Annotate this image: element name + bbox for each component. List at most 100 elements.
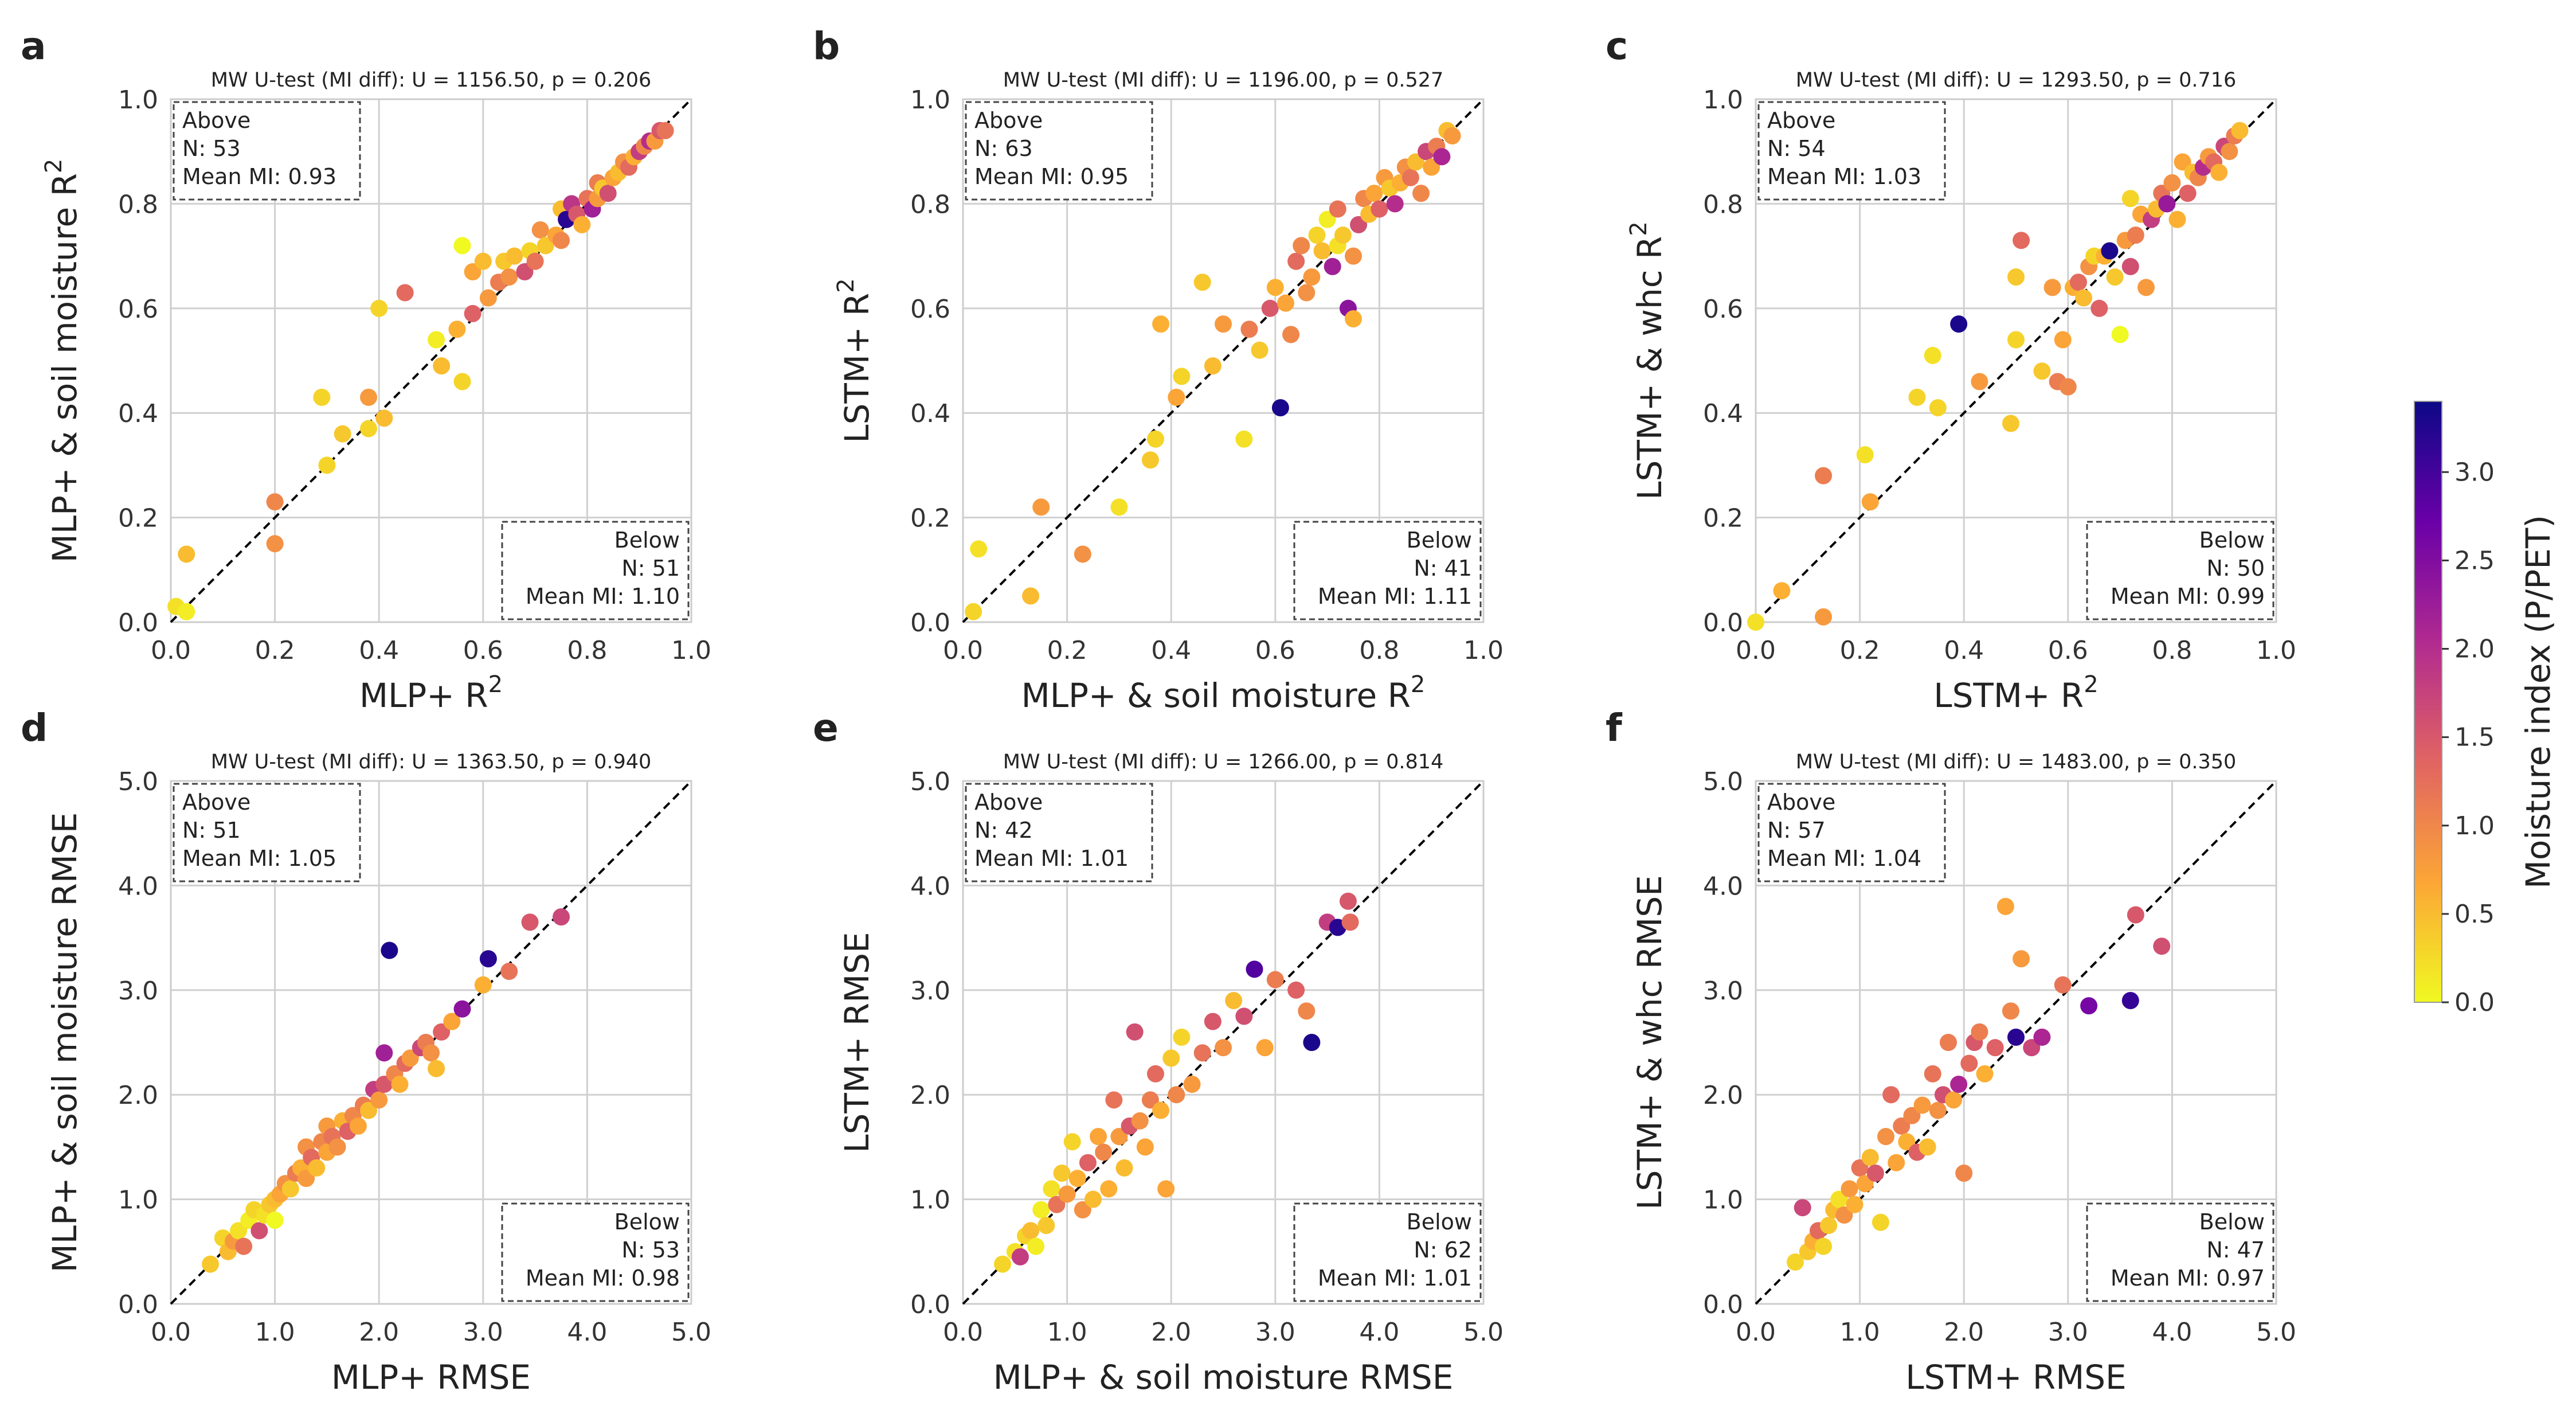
data-point bbox=[1386, 195, 1404, 213]
above-box-frame bbox=[1757, 783, 1946, 882]
panel-title: MW U-test (MI diff): U = 1363.50, p = 0.… bbox=[211, 751, 652, 774]
below-count: N: 47 bbox=[2206, 1237, 2265, 1263]
y-tick-label: 2.0 bbox=[118, 1081, 158, 1110]
x-tick-label: 0.2 bbox=[1840, 636, 1880, 665]
panel-title: MW U-test (MI diff): U = 1293.50, p = 0.… bbox=[1796, 69, 2237, 92]
data-point bbox=[1898, 1133, 1916, 1151]
data-point bbox=[1830, 1190, 1848, 1208]
data-point bbox=[1074, 1201, 1091, 1218]
below-title: Below bbox=[614, 528, 680, 553]
x-tick-label: 0.8 bbox=[2152, 636, 2192, 665]
panel-f: 0.0 1.0 2.0 3.0 4.0 5.0 0.0 1.0 2.0 3.0 4.0 5.0 MW U… bbox=[1606, 706, 2296, 1397]
data-point bbox=[656, 122, 674, 139]
y-tick-label: 2.0 bbox=[1703, 1081, 1743, 1110]
data-point bbox=[1903, 1107, 1921, 1124]
data-point bbox=[1882, 1086, 1900, 1104]
data-point bbox=[1861, 493, 1879, 511]
colorbar-scale bbox=[2414, 401, 2442, 1003]
data-point bbox=[1027, 1237, 1045, 1255]
data-point bbox=[281, 1180, 299, 1198]
data-point bbox=[464, 304, 481, 322]
plot-frame bbox=[170, 780, 692, 1305]
data-point bbox=[1872, 1213, 1889, 1231]
data-point bbox=[1443, 127, 1461, 144]
below-count: N: 62 bbox=[1414, 1237, 1472, 1263]
y-tick-label: 2.0 bbox=[910, 1081, 950, 1110]
above-box: Above N: 57 Mean MI: 1.04 bbox=[1757, 783, 1946, 882]
data-point bbox=[428, 331, 445, 349]
y-axis-label: LSTM+ R2 bbox=[833, 278, 876, 443]
x-axis-label-sup: 2 bbox=[1411, 671, 1425, 698]
data-point bbox=[360, 420, 378, 437]
data-point bbox=[1225, 992, 1243, 1010]
data-point bbox=[1266, 971, 1284, 989]
data-point bbox=[479, 950, 497, 968]
data-point bbox=[1298, 1002, 1316, 1020]
x-tick-label: 0.6 bbox=[1255, 636, 1295, 665]
y-axis-label-sup: 2 bbox=[41, 159, 67, 173]
data-point bbox=[1048, 1196, 1066, 1213]
data-point bbox=[474, 252, 492, 270]
y-tick-label: 5.0 bbox=[1703, 767, 1743, 796]
data-point bbox=[2137, 279, 2155, 296]
data-point bbox=[2101, 242, 2119, 260]
identity-line bbox=[962, 98, 1485, 623]
data-point bbox=[1287, 252, 1305, 270]
data-point bbox=[1820, 1217, 1838, 1235]
above-title: Above bbox=[1767, 790, 1835, 815]
data-point bbox=[1866, 1165, 1884, 1182]
data-point bbox=[1022, 587, 1040, 605]
below-box-frame bbox=[1293, 521, 1482, 620]
data-point bbox=[1261, 299, 1279, 317]
data-point bbox=[1945, 1091, 1963, 1109]
y-tick-label: 3.0 bbox=[1703, 976, 1743, 1006]
data-point bbox=[2163, 174, 2181, 192]
data-point bbox=[428, 1060, 445, 1077]
data-point bbox=[1235, 430, 1253, 448]
data-point bbox=[1141, 1091, 1159, 1109]
data-point bbox=[500, 962, 518, 980]
x-tick-label: 3.0 bbox=[463, 1318, 503, 1347]
x-tick-label: 1.0 bbox=[2256, 636, 2296, 665]
data-point bbox=[500, 268, 518, 286]
x-axis-label: LSTM+ RMSE bbox=[1905, 1358, 2126, 1397]
y-axis-label: LSTM+ & whc RMSE bbox=[1630, 875, 1669, 1210]
y-tick-label: 0.0 bbox=[118, 1290, 158, 1319]
x-tick-label: 0.0 bbox=[943, 1318, 983, 1347]
above-box: Above N: 51 Mean MI: 1.05 bbox=[173, 783, 361, 882]
data-point bbox=[1856, 1175, 1874, 1193]
below-box: Below N: 50 Mean MI: 0.99 bbox=[2086, 521, 2274, 620]
data-point bbox=[965, 603, 982, 620]
data-point bbox=[1032, 1201, 1050, 1218]
data-point bbox=[2007, 268, 2025, 286]
data-point bbox=[349, 1117, 367, 1135]
y-tick-label: 1.0 bbox=[118, 1186, 158, 1215]
x-tick-label: 2.0 bbox=[359, 1318, 399, 1347]
data-point bbox=[178, 603, 195, 620]
below-box-frame bbox=[1293, 1202, 1482, 1302]
data-point bbox=[2007, 1028, 2025, 1046]
x-tick-label: 3.0 bbox=[2048, 1318, 2088, 1347]
y-tick-label: 4.0 bbox=[118, 872, 158, 901]
data-point bbox=[1157, 1180, 1175, 1198]
data-point bbox=[1271, 399, 1289, 417]
panel-title: MW U-test (MI diff): U = 1483.00, p = 0.… bbox=[1796, 751, 2237, 774]
data-point bbox=[230, 1222, 248, 1240]
x-axis-label-sup: 2 bbox=[2084, 671, 2098, 698]
above-count: N: 54 bbox=[1767, 136, 1826, 161]
data-point bbox=[1100, 1180, 1118, 1198]
data-point bbox=[1152, 1101, 1170, 1119]
data-point bbox=[2013, 232, 2030, 249]
above-box-frame bbox=[965, 101, 1153, 201]
y-tick-label: 0.0 bbox=[1703, 1290, 1743, 1319]
identity-line bbox=[170, 98, 692, 623]
data-point bbox=[1152, 315, 1170, 333]
y-axis-label: MLP+ & soil moisture RMSE bbox=[45, 812, 84, 1273]
data-point bbox=[2158, 195, 2176, 213]
data-point bbox=[1371, 200, 1388, 218]
panel-b: 0.0 0.2 0.4 0.6 0.8 1.0 0.0 0.2 0.4 0.6 0.8 1.0 MW U… bbox=[813, 24, 1504, 715]
above-box: Above N: 53 Mean MI: 0.93 bbox=[173, 101, 361, 201]
y-tick-label: 0.8 bbox=[118, 190, 158, 219]
data-point bbox=[453, 373, 471, 390]
data-point bbox=[2179, 185, 2197, 202]
